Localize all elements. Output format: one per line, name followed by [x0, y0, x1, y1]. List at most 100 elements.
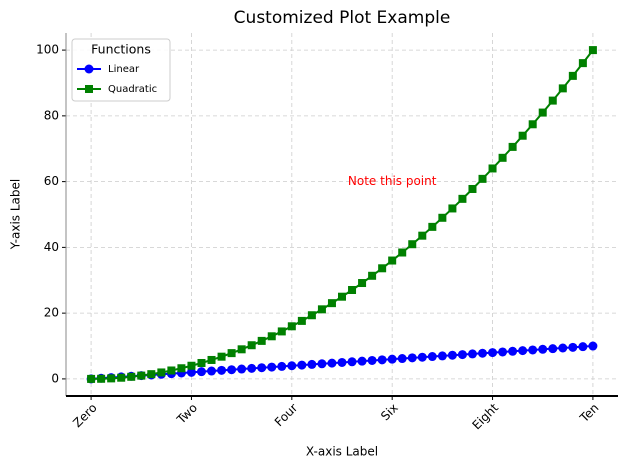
- marker: [247, 363, 257, 373]
- marker: [508, 346, 518, 356]
- marker: [518, 346, 528, 356]
- marker: [327, 299, 336, 308]
- marker: [137, 371, 146, 380]
- marker: [347, 357, 357, 367]
- marker: [237, 345, 246, 354]
- marker: [438, 213, 447, 222]
- marker: [207, 355, 216, 364]
- x-tick-label: Zero: [70, 401, 99, 430]
- y-axis-label: Y-axis Label: [9, 179, 23, 250]
- marker: [348, 285, 357, 294]
- marker: [287, 361, 297, 371]
- marker: [378, 264, 387, 273]
- x-axis-label: X-axis Label: [306, 445, 378, 459]
- marker: [227, 349, 236, 358]
- marker: [297, 316, 306, 325]
- marker: [488, 164, 497, 173]
- marker: [458, 194, 467, 203]
- legend-marker: [84, 64, 94, 74]
- marker: [588, 46, 597, 55]
- marker: [478, 348, 488, 358]
- marker: [377, 355, 387, 365]
- marker: [358, 279, 367, 288]
- marker: [368, 271, 377, 280]
- marker: [196, 367, 206, 377]
- chart-title: Customized Plot Example: [234, 8, 451, 28]
- marker: [297, 360, 307, 370]
- marker: [498, 153, 507, 162]
- marker: [327, 358, 337, 368]
- marker: [578, 342, 588, 352]
- marker: [568, 342, 578, 352]
- marker: [578, 59, 587, 68]
- marker: [428, 222, 437, 231]
- marker: [357, 356, 367, 366]
- legend-title: Functions: [91, 42, 151, 57]
- marker: [448, 204, 457, 213]
- y-tick-label: 60: [44, 174, 59, 188]
- marker: [538, 108, 547, 117]
- marker: [87, 374, 96, 383]
- marker: [157, 368, 166, 377]
- marker: [498, 347, 508, 357]
- marker: [147, 370, 156, 379]
- marker: [538, 344, 548, 354]
- y-tick-label: 0: [51, 371, 59, 385]
- y-tick-label: 100: [36, 43, 59, 57]
- legend-marker: [85, 85, 93, 93]
- marker: [568, 71, 577, 80]
- marker: [207, 366, 217, 376]
- marker: [367, 355, 377, 365]
- marker: [398, 248, 407, 257]
- marker: [548, 96, 557, 105]
- marker: [427, 352, 437, 362]
- marker: [177, 364, 186, 373]
- marker: [217, 365, 227, 375]
- y-tick-label: 40: [44, 240, 59, 254]
- legend-label: Linear: [108, 64, 140, 75]
- marker: [97, 374, 106, 383]
- marker: [277, 361, 287, 371]
- marker: [257, 363, 267, 373]
- marker: [467, 349, 477, 359]
- marker: [518, 131, 527, 140]
- marker: [488, 348, 498, 358]
- marker: [407, 353, 417, 363]
- marker: [478, 174, 487, 183]
- marker: [257, 336, 266, 345]
- marker: [247, 341, 256, 350]
- marker: [528, 120, 537, 129]
- marker: [548, 344, 558, 354]
- marker: [197, 358, 206, 367]
- x-tick-label: Two: [174, 401, 201, 428]
- marker: [418, 231, 427, 240]
- marker: [307, 359, 317, 369]
- x-tick-label: Six: [378, 401, 401, 424]
- marker: [267, 362, 277, 372]
- marker: [227, 365, 237, 375]
- y-tick-label: 20: [44, 306, 59, 320]
- marker: [338, 292, 346, 301]
- marker: [388, 256, 397, 265]
- marker: [558, 84, 567, 93]
- marker: [468, 184, 477, 193]
- marker: [267, 332, 276, 341]
- marker: [408, 240, 417, 249]
- marker: [437, 351, 447, 361]
- x-tick-label: Ten: [577, 401, 602, 426]
- marker: [187, 361, 196, 370]
- legend-label: Quadratic: [108, 84, 157, 95]
- marker: [117, 373, 126, 382]
- marker: [508, 142, 517, 151]
- marker: [317, 359, 327, 369]
- marker: [277, 327, 286, 336]
- annotation: Note this point: [348, 174, 437, 188]
- marker: [217, 352, 226, 361]
- marker: [337, 357, 347, 367]
- marker: [457, 350, 467, 360]
- marker: [417, 352, 427, 362]
- y-tick-label: 80: [44, 108, 59, 122]
- marker: [317, 305, 326, 314]
- x-tick-label: Four: [272, 401, 301, 430]
